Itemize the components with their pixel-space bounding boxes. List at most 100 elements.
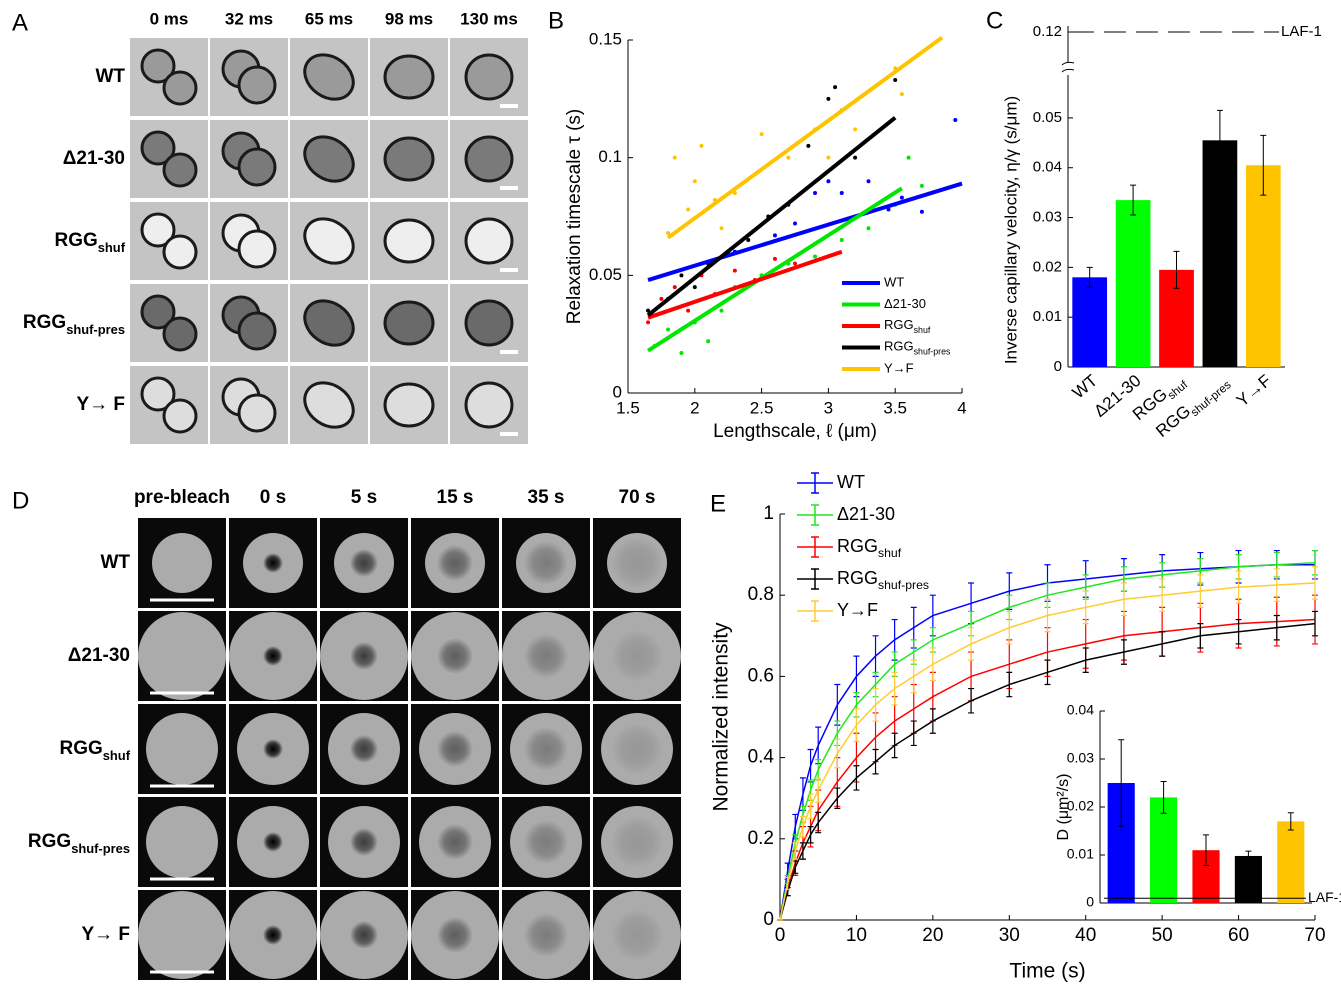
y-tick-label: 0 — [1086, 894, 1094, 910]
droplet — [464, 381, 514, 429]
bleach-spot — [611, 537, 663, 589]
legend-swatch — [797, 536, 833, 558]
error-bar — [1245, 850, 1252, 862]
droplet — [464, 53, 514, 101]
bleach-spot — [350, 549, 378, 577]
point — [699, 143, 704, 148]
point — [719, 308, 724, 313]
y-tick-label: 0.03 — [1033, 209, 1062, 226]
x-axis-label: Time (s) — [1009, 960, 1085, 983]
point — [866, 226, 871, 231]
row-label-sub: shuf-pres — [66, 322, 125, 337]
legend-label: Y→F — [884, 360, 914, 375]
droplet — [140, 212, 176, 248]
point — [853, 155, 858, 160]
droplet — [162, 398, 198, 434]
bleach-spot — [350, 642, 378, 670]
row-label-sub: shuf-pres — [71, 841, 130, 856]
row-label-sub: shuf — [103, 748, 131, 763]
fit-line — [666, 36, 944, 240]
x-tick-label: 30 — [999, 925, 1020, 946]
legend-label: RGGshuf — [837, 536, 902, 560]
legend-label-main: RGG — [837, 536, 878, 556]
row-label: Y→ F — [76, 394, 125, 415]
bleach-spot — [611, 909, 663, 961]
x-tick-label: 2 — [690, 398, 699, 417]
bleach-spot — [263, 832, 283, 852]
x-tick-label: 1.5 — [616, 398, 640, 417]
point — [659, 296, 664, 301]
y-tick-label: 0.4 — [748, 747, 775, 768]
y-axis-label: D (μm²/s) — [1055, 774, 1072, 841]
bleach-spot — [524, 913, 568, 957]
droplet — [383, 54, 435, 100]
point — [706, 339, 711, 344]
x-tick-label-sub: shuf — [1166, 379, 1191, 403]
row-label: RGGshuf-pres — [23, 312, 125, 337]
panel-label: C — [986, 7, 1003, 34]
point — [813, 190, 818, 195]
x-tick-label: 3.5 — [883, 398, 907, 417]
y-tick-label: 0.8 — [748, 584, 774, 605]
point — [686, 308, 691, 313]
droplet — [162, 316, 198, 352]
point — [813, 254, 818, 259]
bar — [1115, 200, 1151, 367]
y-tick-label: 1 — [763, 503, 774, 524]
bleach-spot — [263, 553, 283, 573]
droplet — [162, 234, 198, 270]
y-tick-label: 0 — [763, 909, 774, 930]
droplet — [162, 70, 198, 106]
error-bar — [1216, 109, 1223, 171]
bleach-spot — [437, 824, 473, 860]
point — [919, 209, 924, 214]
point — [793, 221, 797, 226]
point — [759, 132, 764, 137]
column-header: 5 s — [351, 487, 377, 508]
fit-line — [646, 116, 897, 317]
row-label-main: RGG — [23, 312, 66, 333]
bar — [1245, 165, 1281, 367]
error-bar — [1203, 834, 1209, 867]
fit-line — [646, 186, 903, 353]
legend-label: Y→F — [837, 600, 878, 620]
axis-break — [1061, 61, 1075, 73]
legend-label: RGGshuf — [884, 317, 931, 335]
point — [666, 230, 671, 235]
error-bar — [1118, 739, 1125, 827]
error-bar — [1160, 781, 1167, 814]
y-tick-label: 0.2 — [748, 828, 774, 849]
point — [666, 327, 671, 332]
error-bar — [1173, 250, 1180, 289]
panel-label: D — [12, 487, 29, 514]
point — [732, 268, 737, 273]
legend-label-sub: shuf-pres — [878, 578, 929, 592]
point — [793, 261, 797, 266]
droplet — [138, 891, 226, 979]
point — [719, 226, 724, 231]
droplet — [237, 147, 277, 187]
y-tick-label: 0.03 — [1067, 750, 1094, 766]
series-line — [779, 561, 1316, 921]
point — [839, 238, 844, 243]
y-tick-label: 0.01 — [1067, 846, 1094, 862]
fit-line — [647, 249, 843, 320]
bleach-spot — [437, 545, 473, 581]
x-tick-label: 60 — [1228, 925, 1249, 946]
x-tick-label: 0 — [775, 925, 786, 946]
point — [899, 92, 904, 97]
legend-label: Δ21-30 — [837, 504, 895, 524]
reference-label: LAF-1 — [1308, 889, 1341, 905]
bar — [1150, 797, 1178, 903]
legend-label: Δ21-30 — [884, 296, 926, 311]
point — [826, 96, 831, 101]
point — [646, 308, 651, 313]
row-label: RGGshuf — [59, 738, 130, 763]
column-header: 35 s — [528, 487, 565, 508]
bleach-spot — [524, 541, 568, 585]
column-header: 98 ms — [385, 9, 433, 28]
y-tick-label: 0.15 — [589, 29, 622, 48]
bleach-spot — [263, 925, 283, 945]
legend-label: RGGshuf-pres — [884, 339, 951, 357]
